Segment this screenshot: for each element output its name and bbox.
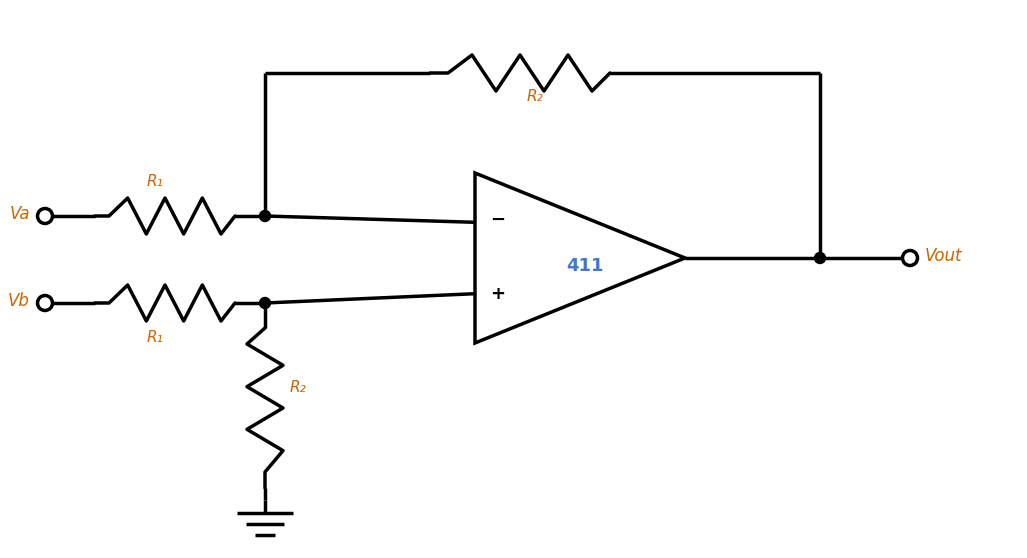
Text: Va: Va <box>9 205 30 223</box>
Text: Vout: Vout <box>925 247 962 265</box>
Text: Vb: Vb <box>8 292 30 310</box>
Polygon shape <box>476 173 685 343</box>
Text: −: − <box>490 211 505 229</box>
Text: R₂: R₂ <box>527 89 543 104</box>
Circle shape <box>903 251 917 266</box>
Text: 411: 411 <box>566 257 604 275</box>
Text: R₂: R₂ <box>290 381 307 396</box>
Circle shape <box>260 210 270 222</box>
Text: R₁: R₁ <box>147 174 163 189</box>
Circle shape <box>38 209 52 224</box>
Circle shape <box>38 296 52 310</box>
Text: R₁: R₁ <box>147 330 163 345</box>
Circle shape <box>814 253 826 263</box>
Text: +: + <box>490 285 505 302</box>
Circle shape <box>260 297 270 309</box>
